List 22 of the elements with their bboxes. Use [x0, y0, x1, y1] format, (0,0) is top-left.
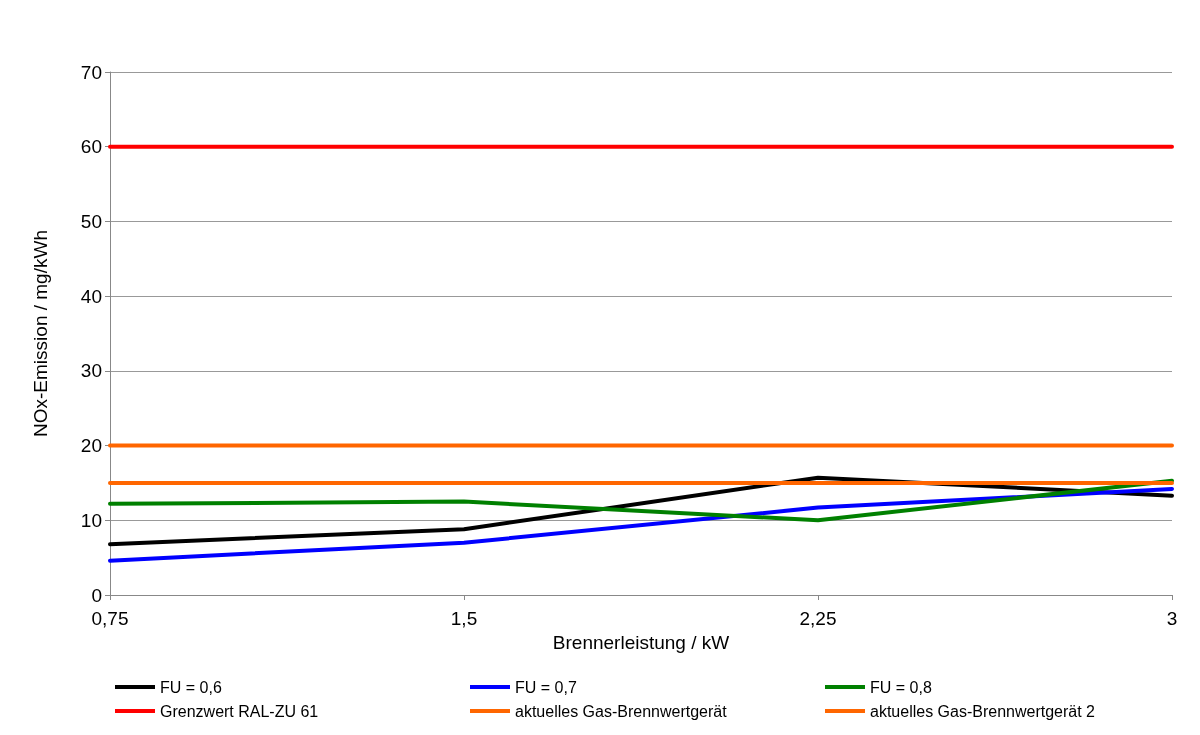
legend-label: FU = 0,7: [515, 678, 577, 696]
y-tick-label: 60: [80, 136, 102, 158]
line-series: [108, 478, 1174, 523]
y-axis-title: NOx-Emission / mg/kWh: [30, 230, 51, 437]
y-tick-label: 30: [80, 360, 102, 382]
legend-label: Grenzwert RAL-ZU 61: [160, 702, 319, 720]
x-tick-label: 1,5: [450, 608, 478, 629]
y-tick-label: 0: [91, 584, 102, 606]
legend-label: aktuelles Gas-Brennwertgerät 2: [870, 702, 1096, 720]
legend-label: FU = 0,8: [870, 678, 932, 696]
y-tick-label: 70: [80, 61, 102, 83]
y-tick-label: 10: [80, 509, 102, 531]
y-tick-label: 40: [80, 285, 102, 307]
legend-label: FU = 0,6: [160, 678, 222, 696]
x-tick-label: 2,25: [799, 608, 837, 629]
line-series: [108, 486, 1174, 563]
x-tick-label: 0,75: [91, 608, 129, 629]
x-axis-title: Brennerleistung / kW: [552, 631, 730, 653]
x-tick-label: 3: [1166, 608, 1178, 629]
legend-label: aktuelles Gas-Brennwertgerät: [515, 702, 728, 720]
y-tick-label: 50: [80, 210, 102, 232]
y-tick-label: 20: [80, 435, 102, 457]
